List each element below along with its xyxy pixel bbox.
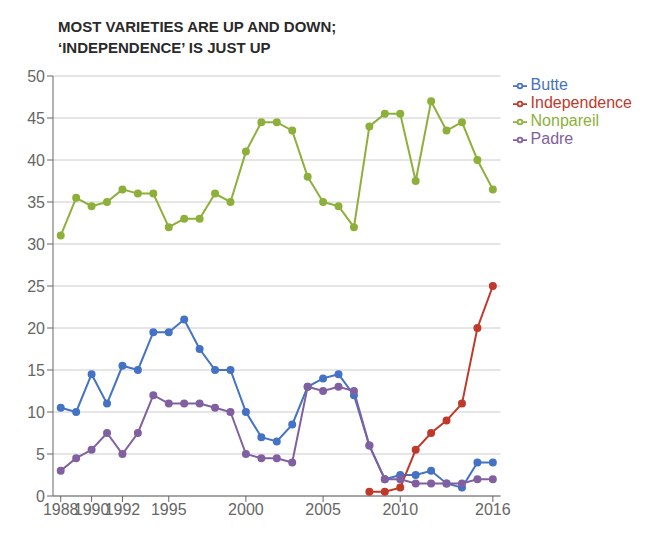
html-text:‘INDEPENDENCE’ IS JUST UP: ‘INDEPENDENCE’ IS JUST UP	[58, 39, 271, 56]
svg-text:35: 35	[27, 194, 45, 211]
svg-text:1990: 1990	[73, 501, 110, 519]
html-text:MOST VARIETIES ARE UP AND DOWN: MOST VARIETIES ARE UP AND DOWN;	[58, 18, 337, 35]
svg-text:30: 30	[27, 236, 45, 253]
svg-text:40: 40	[27, 152, 45, 169]
svg-text:20: 20	[27, 320, 45, 337]
html-text:Independence: Independence	[530, 94, 632, 111]
svg-text:0: 0	[36, 488, 45, 505]
html-text:Padre: Padre	[530, 130, 574, 147]
svg-text:1988: 1988	[42, 501, 79, 519]
svg-text:5: 5	[36, 446, 45, 463]
svg-text:1992: 1992	[105, 501, 141, 518]
svg-text:2010: 2010	[382, 501, 418, 518]
html-text:Nonpareil: Nonpareil	[530, 112, 599, 129]
svg-text:50: 50	[27, 68, 45, 85]
svg-text:2000: 2000	[228, 501, 264, 518]
svg-text:15: 15	[27, 362, 45, 379]
svg-text:1995: 1995	[151, 501, 187, 518]
html-text:Butte: Butte	[530, 76, 568, 93]
svg-text:2016: 2016	[475, 501, 511, 518]
svg-text:2005: 2005	[305, 501, 341, 518]
svg-text:10: 10	[27, 404, 45, 421]
svg-text:25: 25	[27, 278, 45, 295]
svg-text:45: 45	[27, 110, 45, 127]
